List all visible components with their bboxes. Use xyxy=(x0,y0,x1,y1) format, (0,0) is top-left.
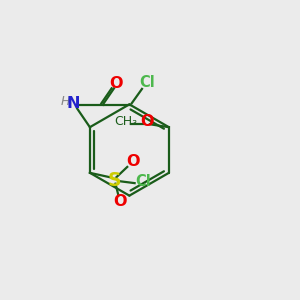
Text: O: O xyxy=(110,76,123,91)
Text: O: O xyxy=(126,154,139,169)
Text: S: S xyxy=(107,171,121,190)
Text: O: O xyxy=(140,114,154,129)
Text: Cl: Cl xyxy=(139,75,154,90)
Text: Cl: Cl xyxy=(135,174,151,189)
Text: CH₃: CH₃ xyxy=(114,116,137,128)
Text: H: H xyxy=(61,95,70,108)
Text: N: N xyxy=(67,96,80,111)
Text: O: O xyxy=(113,194,127,209)
